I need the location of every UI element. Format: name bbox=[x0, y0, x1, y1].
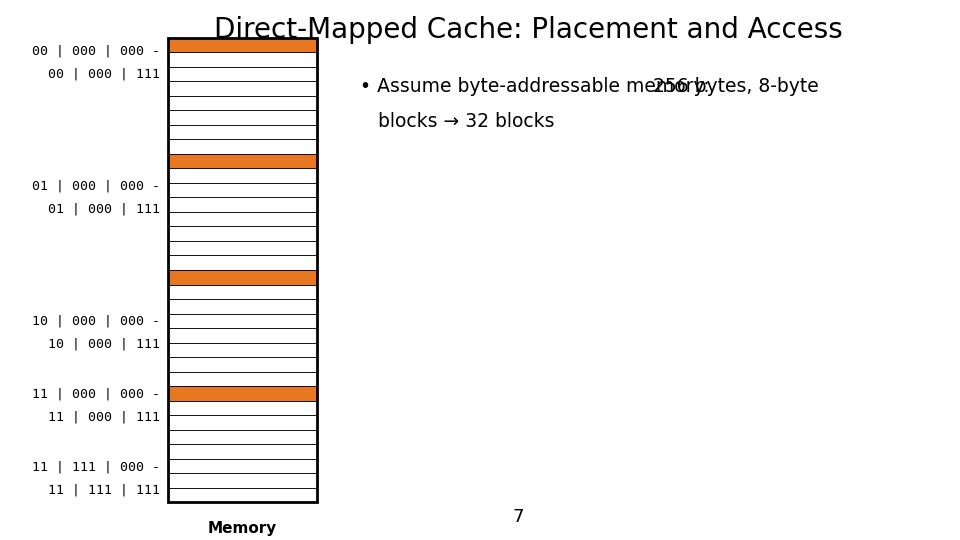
Bar bbox=[168, 96, 317, 110]
Text: 11 | 000 | 111: 11 | 000 | 111 bbox=[48, 410, 160, 423]
Bar bbox=[168, 226, 317, 241]
Bar bbox=[168, 458, 317, 473]
Bar bbox=[168, 38, 317, 502]
Text: Memory: Memory bbox=[207, 521, 277, 536]
Text: • Assume byte-addressable memory:: • Assume byte-addressable memory: bbox=[360, 77, 709, 96]
Bar bbox=[168, 372, 317, 386]
Bar bbox=[168, 270, 317, 285]
Text: 11 | 000 | 000 -: 11 | 000 | 000 - bbox=[33, 388, 160, 401]
Bar bbox=[168, 52, 317, 67]
Bar bbox=[168, 488, 317, 502]
Bar bbox=[168, 198, 317, 212]
Bar bbox=[168, 154, 317, 168]
Bar bbox=[168, 38, 317, 52]
Bar bbox=[168, 82, 317, 96]
Bar bbox=[168, 444, 317, 458]
Bar bbox=[168, 139, 317, 154]
Bar bbox=[168, 125, 317, 139]
Text: 256 bytes, 8-byte: 256 bytes, 8-byte bbox=[653, 77, 819, 96]
Text: 01 | 000 | 111: 01 | 000 | 111 bbox=[48, 202, 160, 215]
Text: 11 | 111 | 000 -: 11 | 111 | 000 - bbox=[33, 461, 160, 474]
Bar bbox=[168, 430, 317, 444]
Bar bbox=[168, 110, 317, 125]
Bar bbox=[168, 241, 317, 255]
Bar bbox=[168, 357, 317, 372]
Bar bbox=[168, 328, 317, 342]
Text: 10 | 000 | 000 -: 10 | 000 | 000 - bbox=[33, 315, 160, 328]
Bar bbox=[168, 67, 317, 82]
Bar bbox=[168, 285, 317, 299]
Text: blocks → 32 blocks: blocks → 32 blocks bbox=[360, 112, 555, 131]
Text: Direct-Mapped Cache: Placement and Access: Direct-Mapped Cache: Placement and Acces… bbox=[214, 16, 842, 44]
Bar bbox=[168, 212, 317, 226]
Bar bbox=[168, 473, 317, 488]
Bar bbox=[168, 386, 317, 401]
Text: 00 | 000 | 000 -: 00 | 000 | 000 - bbox=[33, 45, 160, 58]
Bar bbox=[168, 168, 317, 183]
Text: 11 | 111 | 111: 11 | 111 | 111 bbox=[48, 483, 160, 496]
Bar bbox=[168, 342, 317, 357]
Bar bbox=[168, 299, 317, 314]
Text: 7: 7 bbox=[513, 509, 524, 526]
Bar bbox=[168, 314, 317, 328]
Text: 00 | 000 | 111: 00 | 000 | 111 bbox=[48, 68, 160, 80]
Bar bbox=[168, 401, 317, 415]
Bar bbox=[168, 255, 317, 270]
Text: 10 | 000 | 111: 10 | 000 | 111 bbox=[48, 338, 160, 350]
Bar bbox=[168, 183, 317, 198]
Bar bbox=[168, 415, 317, 430]
Text: 01 | 000 | 000 -: 01 | 000 | 000 - bbox=[33, 180, 160, 193]
